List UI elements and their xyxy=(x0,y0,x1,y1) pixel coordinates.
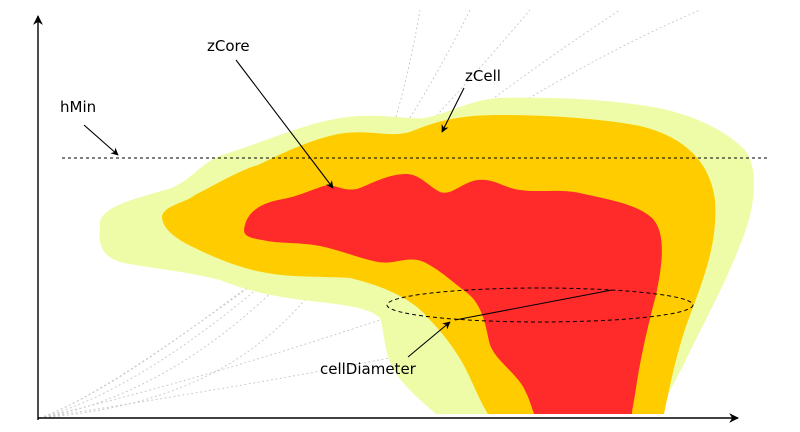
cell-diameter-ellipse xyxy=(386,287,694,323)
guide-line xyxy=(39,349,431,419)
zcell-pointer-arrow xyxy=(441,87,465,133)
guide-line xyxy=(39,9,471,419)
hmin-label: hMin xyxy=(60,98,96,116)
guide-line xyxy=(39,9,701,419)
core-region xyxy=(244,174,662,414)
zcore-label: zCore xyxy=(207,37,250,55)
celldiameter-label: cellDiameter xyxy=(320,360,417,378)
hmin-pointer-arrow xyxy=(83,124,119,156)
celldiameter-pointer-arrow xyxy=(407,321,451,358)
guide-line xyxy=(39,9,421,419)
zcell-label: zCell xyxy=(465,67,501,85)
cell-diameter-radius-line xyxy=(454,289,613,321)
zcore-pointer-arrow xyxy=(235,59,334,189)
